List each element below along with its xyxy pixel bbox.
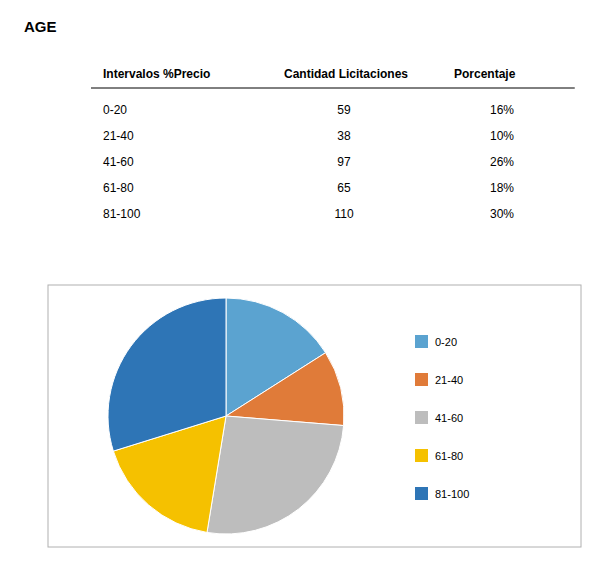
legend-label: 61-80 xyxy=(435,450,463,462)
legend-label: 21-40 xyxy=(435,374,463,386)
legend-swatch xyxy=(415,411,428,424)
pie-slice xyxy=(108,298,226,451)
table-cell: 81-100 xyxy=(103,207,141,221)
legend: 0-20 21-40 41-60 61-80 81-100 xyxy=(415,335,469,500)
chart-frame xyxy=(48,285,581,547)
table-cell: 0-20 xyxy=(103,103,127,117)
table-header: Cantidad Licitaciones xyxy=(284,67,408,81)
table-cell: 41-60 xyxy=(103,155,134,169)
table-header: Porcentaje xyxy=(454,67,516,81)
table-cell: 97 xyxy=(337,155,351,169)
table-cell: 61-80 xyxy=(103,181,134,195)
table-cell: 30% xyxy=(490,207,514,221)
table-cell: 110 xyxy=(334,207,353,221)
table-header: Intervalos %Precio xyxy=(103,67,210,81)
legend-label: 41-60 xyxy=(435,412,463,424)
pie-slice xyxy=(226,353,344,426)
table-cell: 59 xyxy=(337,103,351,117)
table-cell: 26% xyxy=(490,155,514,169)
pie-slice xyxy=(207,416,344,534)
legend-swatch xyxy=(415,487,428,500)
pie xyxy=(108,298,344,534)
table-cell: 21-40 xyxy=(103,129,134,143)
legend-swatch xyxy=(415,449,428,462)
table-cell: 18% xyxy=(490,181,514,195)
legend-label: 0-20 xyxy=(435,336,457,348)
table-cell: 16% xyxy=(490,103,514,117)
table-cell: 65 xyxy=(337,181,351,195)
chart-root: AGE Intervalos %Precio Cantidad Licitacion… xyxy=(0,0,605,563)
legend-swatch xyxy=(415,373,428,386)
legend-label: 81-100 xyxy=(435,488,469,500)
chart-title: AGE xyxy=(24,18,57,35)
legend-swatch xyxy=(415,335,428,348)
table-rule xyxy=(91,88,575,89)
table-cell: 10% xyxy=(490,129,514,143)
table-cell: 38 xyxy=(337,129,351,143)
table: Intervalos %Precio Cantidad Licitaciones P… xyxy=(91,67,575,221)
